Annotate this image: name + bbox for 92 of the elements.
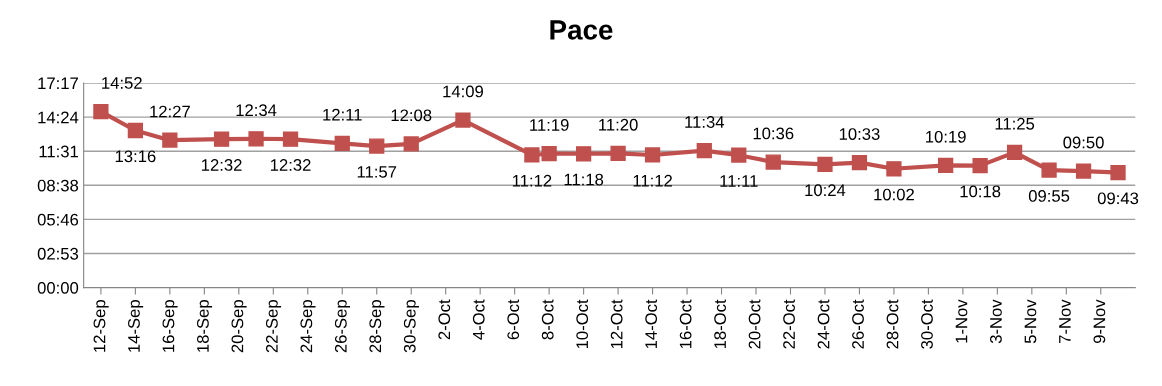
point <box>851 155 868 171</box>
point <box>369 138 385 154</box>
x-tick-label: 4-Oct <box>472 299 485 340</box>
data-label: 12:08 <box>391 109 432 122</box>
point <box>937 157 954 174</box>
y-tick-label: 00:00 <box>37 281 79 294</box>
point <box>403 136 419 152</box>
x-tick-label: 10-Oct <box>576 299 589 349</box>
x-tick-label: 28-Oct <box>886 299 899 349</box>
x-tick-label: 30-Oct <box>921 299 933 349</box>
x-tick-label: 24-Sep <box>300 300 316 353</box>
chart-title: Pace <box>550 20 613 40</box>
point <box>575 146 592 162</box>
x-tick-label: 16-Sep <box>162 300 178 352</box>
data-label: 12:27 <box>150 105 190 118</box>
data-label: 10:36 <box>753 127 794 140</box>
y-tick-label: 11:31 <box>39 145 78 158</box>
point <box>282 131 299 147</box>
point <box>524 147 540 163</box>
x-tick-label: 5-Nov <box>1024 299 1037 344</box>
point <box>696 142 712 159</box>
point <box>972 157 988 174</box>
data-label: 09:55 <box>1028 190 1070 202</box>
point <box>1006 144 1023 161</box>
point <box>127 122 144 139</box>
data-label: 11:18 <box>564 173 604 186</box>
point <box>334 135 350 151</box>
data-label: 09:50 <box>1063 136 1104 149</box>
x-tick-label: 16-Oct <box>679 299 692 349</box>
data-label: 09:43 <box>1097 192 1139 205</box>
x-tick-label: 6-Oct <box>507 299 520 340</box>
y-tick-label: 05:46 <box>37 213 79 226</box>
data-label: 11:25 <box>995 117 1035 130</box>
x-tick-label: 22-Oct <box>783 299 795 349</box>
data-label: 11:19 <box>530 119 569 131</box>
x-tick-label: 2-Oct <box>438 299 451 340</box>
point <box>162 132 178 148</box>
point <box>93 103 109 120</box>
point <box>1075 163 1092 179</box>
point <box>817 156 833 173</box>
data-label: 12:34 <box>236 104 277 117</box>
data-label: 10:19 <box>926 130 966 143</box>
data-label: 11:34 <box>685 116 725 128</box>
x-tick-label: 8-Oct <box>541 299 554 340</box>
point <box>644 147 661 163</box>
point <box>541 145 557 162</box>
x-tick-label: 1-Nov <box>955 299 968 343</box>
x-tick-label: 7-Nov <box>1059 299 1071 343</box>
point <box>1041 162 1057 178</box>
x-tick-label: 28-Sep <box>369 300 385 353</box>
x-tick-label: 20-Sep <box>231 300 247 353</box>
data-label: 13:16 <box>115 150 156 163</box>
data-label: 14:09 <box>443 85 483 98</box>
point <box>248 131 264 147</box>
data-label: 11:11 <box>720 175 758 187</box>
y-tick-label: 14:24 <box>38 111 79 124</box>
point <box>610 145 626 162</box>
y-tick-label: 08:38 <box>37 179 79 192</box>
x-tick-label: 20-Oct <box>748 299 761 349</box>
data-label: 10:02 <box>874 188 914 201</box>
data-label: 10:18 <box>960 185 1001 198</box>
point <box>886 161 902 177</box>
x-tick-label: 14-Sep <box>128 300 144 352</box>
data-label: 11:20 <box>599 118 638 131</box>
x-tick-label: 3-Nov <box>990 299 1002 344</box>
point <box>765 154 781 170</box>
x-tick-label: 24-Oct <box>817 299 830 349</box>
x-tick-label: 18-Oct <box>714 299 726 349</box>
data-label: 14:52 <box>102 77 142 89</box>
point <box>213 131 230 147</box>
point <box>455 112 471 128</box>
y-tick-label: 17:17 <box>38 77 78 90</box>
data-label: 10:33 <box>839 128 880 140</box>
data-label: 11:12 <box>633 174 672 187</box>
x-tick-label: 9-Nov <box>1093 299 1106 344</box>
data-label: 11:12 <box>512 174 552 187</box>
x-tick-label: 12-Oct <box>610 299 623 349</box>
data-label: 12:32 <box>270 159 311 171</box>
x-tick-label: 18-Sep <box>197 300 213 352</box>
x-tick-label: 12-Sep <box>93 300 109 352</box>
data-label: 12:11 <box>323 108 362 121</box>
point <box>731 147 747 163</box>
x-tick-label: 30-Sep <box>403 300 419 353</box>
x-tick-label: 26-Sep <box>334 300 351 353</box>
data-label: 12:32 <box>202 159 242 171</box>
data-label: 11:57 <box>357 166 397 178</box>
y-tick-label: 02:53 <box>37 247 79 260</box>
x-tick-label: 26-Oct <box>852 299 864 349</box>
x-tick-label: 14-Oct <box>645 299 658 349</box>
x-tick-label: 22-Sep <box>265 300 282 353</box>
data-label: 10:24 <box>805 184 846 197</box>
point <box>1110 164 1126 181</box>
